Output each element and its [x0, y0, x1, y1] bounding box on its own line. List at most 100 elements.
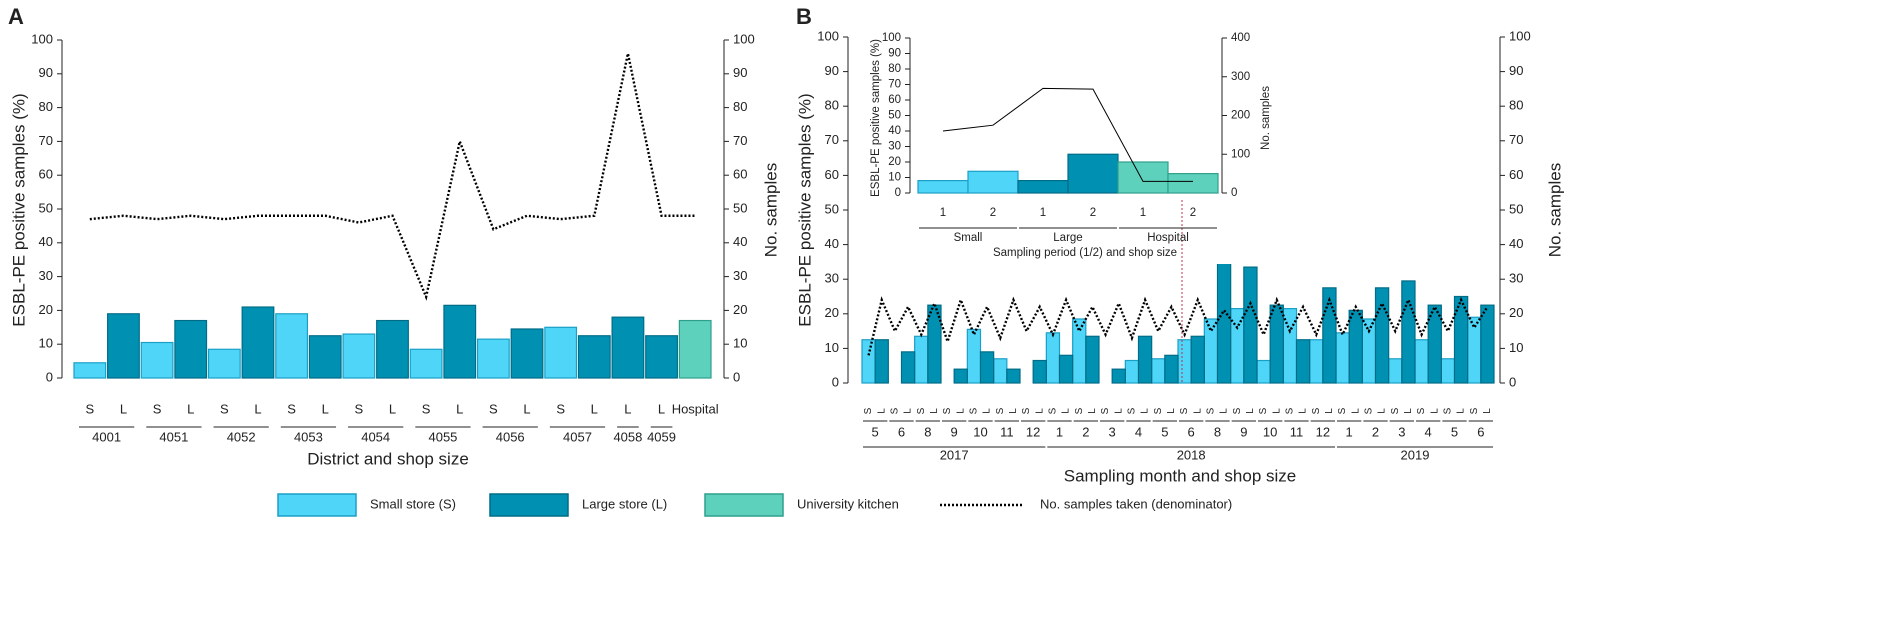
bar	[409, 348, 443, 379]
bar	[1427, 304, 1442, 384]
y2-tick-label: 0	[1231, 187, 1237, 199]
x-tick-label: S	[863, 407, 874, 414]
y-tick-label: 60	[39, 167, 53, 182]
y-tick-label: 60	[888, 94, 901, 106]
x-tick-label: L	[1113, 408, 1124, 414]
bar	[476, 338, 510, 379]
y2-tick-label: 20	[1509, 305, 1523, 320]
legend-label: Small store (S)	[370, 496, 456, 511]
x-tick-label: S	[1048, 407, 1059, 414]
inset: 0 10 20 30 40 50 60 70 80 90 100 0 100 200 300 400 ESBL-…	[870, 32, 1272, 259]
legend-label: Large store (L)	[582, 496, 667, 511]
y-tick-label: 10	[888, 172, 901, 184]
y2-tick-label: 20	[733, 302, 747, 317]
x-tick-label: L	[929, 408, 940, 414]
group-label: 3	[1109, 424, 1116, 439]
x-tick-label: 2	[1190, 207, 1196, 219]
group-label: 12	[1316, 424, 1330, 439]
group-label: 8	[1214, 424, 1221, 439]
bar	[1374, 287, 1390, 384]
bar	[275, 313, 309, 379]
y2-tick-label: 60	[733, 167, 747, 182]
group-label: 9	[951, 424, 958, 439]
bar	[1017, 180, 1069, 194]
bar	[874, 339, 889, 384]
group-label: 11	[1290, 424, 1304, 439]
x-tick-label: S	[995, 407, 1006, 414]
group-label: 8	[924, 424, 931, 439]
y-axis-title: ESBL-PE positive samples (%)	[795, 93, 814, 326]
group-label: 4	[1425, 424, 1432, 439]
bar	[1309, 339, 1324, 384]
x-tick-label: L	[1166, 408, 1177, 414]
x-tick-label: S	[969, 407, 980, 414]
group-label: 2018	[1177, 447, 1206, 462]
y2-tick-label: 0	[1509, 374, 1516, 389]
y2-tick-label: 10	[1509, 340, 1523, 355]
bar	[1480, 304, 1495, 384]
x-tick-label: L	[1482, 408, 1493, 414]
y-tick-label: 30	[39, 268, 53, 283]
bar	[1137, 335, 1153, 384]
y-tick-label: 20	[39, 302, 53, 317]
group-label: 4059	[647, 429, 676, 444]
x-tick-label: L	[120, 401, 127, 416]
x-tick-label: S	[1285, 407, 1296, 414]
x-tick-label: S	[1390, 407, 1401, 414]
line	[867, 296, 1489, 356]
x-tick-label: S	[1311, 407, 1322, 414]
y2-tick-label: 10	[733, 336, 747, 351]
group-label: Hospital	[1147, 232, 1189, 244]
y2-tick-label: 0	[733, 369, 740, 384]
bar	[1295, 339, 1311, 384]
y-tick-label: 0	[46, 369, 53, 384]
y2-tick-label: 100	[1509, 28, 1531, 43]
bar	[241, 306, 275, 379]
x-tick-label: L	[322, 401, 329, 416]
x-tick-label: S	[556, 401, 565, 416]
x-tick-label: S	[1179, 407, 1190, 414]
bar	[611, 316, 645, 379]
x-tick-label: S	[1469, 407, 1480, 414]
y2-tick-label: 100	[1231, 148, 1250, 160]
group-label: 4053	[294, 429, 323, 444]
y-tick-label: 90	[825, 63, 839, 78]
y2-tick-label: 300	[1231, 71, 1250, 83]
group-label: 2	[1372, 424, 1379, 439]
y-tick-label: 20	[825, 305, 839, 320]
y2-tick-label: 50	[1509, 201, 1523, 216]
x-tick-label: L	[254, 401, 261, 416]
y-tick-label: 20	[888, 156, 901, 168]
x-tick-label: S	[153, 401, 162, 416]
y2-tick-label: 90	[733, 65, 747, 80]
y-tick-label: 90	[888, 48, 901, 60]
line	[942, 87, 1193, 182]
x-tick-label: L	[1377, 408, 1388, 414]
bar	[861, 339, 876, 384]
bar	[376, 319, 409, 379]
bar	[342, 333, 376, 379]
x-tick-label: S	[422, 401, 431, 416]
legend-swatch	[489, 493, 569, 517]
bar	[544, 326, 578, 379]
bar	[1006, 368, 1021, 384]
bar	[308, 335, 342, 379]
bar	[1151, 358, 1166, 384]
x-tick-label: L	[1324, 408, 1335, 414]
panel-b: B010203040506070809010001020304050607080…	[795, 4, 1564, 486]
group-label: 6	[1477, 424, 1484, 439]
inset-background	[860, 28, 1280, 264]
group-label: 6	[1188, 424, 1195, 439]
x-tick-label: S	[1443, 407, 1454, 414]
y-axis-title: ESBL-PE positive samples (%)	[9, 93, 28, 326]
group-label: 4058	[613, 429, 642, 444]
y-tick-label: 80	[888, 63, 901, 75]
x-tick-label: S	[355, 401, 364, 416]
x-tick-label: L	[187, 401, 194, 416]
group-label: 4001	[92, 429, 121, 444]
bar	[1453, 295, 1469, 384]
x-axis-title: Sampling month and shop size	[1064, 466, 1296, 485]
x-axis-title: District and shop size	[307, 449, 469, 468]
group-label: 5	[1161, 424, 1168, 439]
